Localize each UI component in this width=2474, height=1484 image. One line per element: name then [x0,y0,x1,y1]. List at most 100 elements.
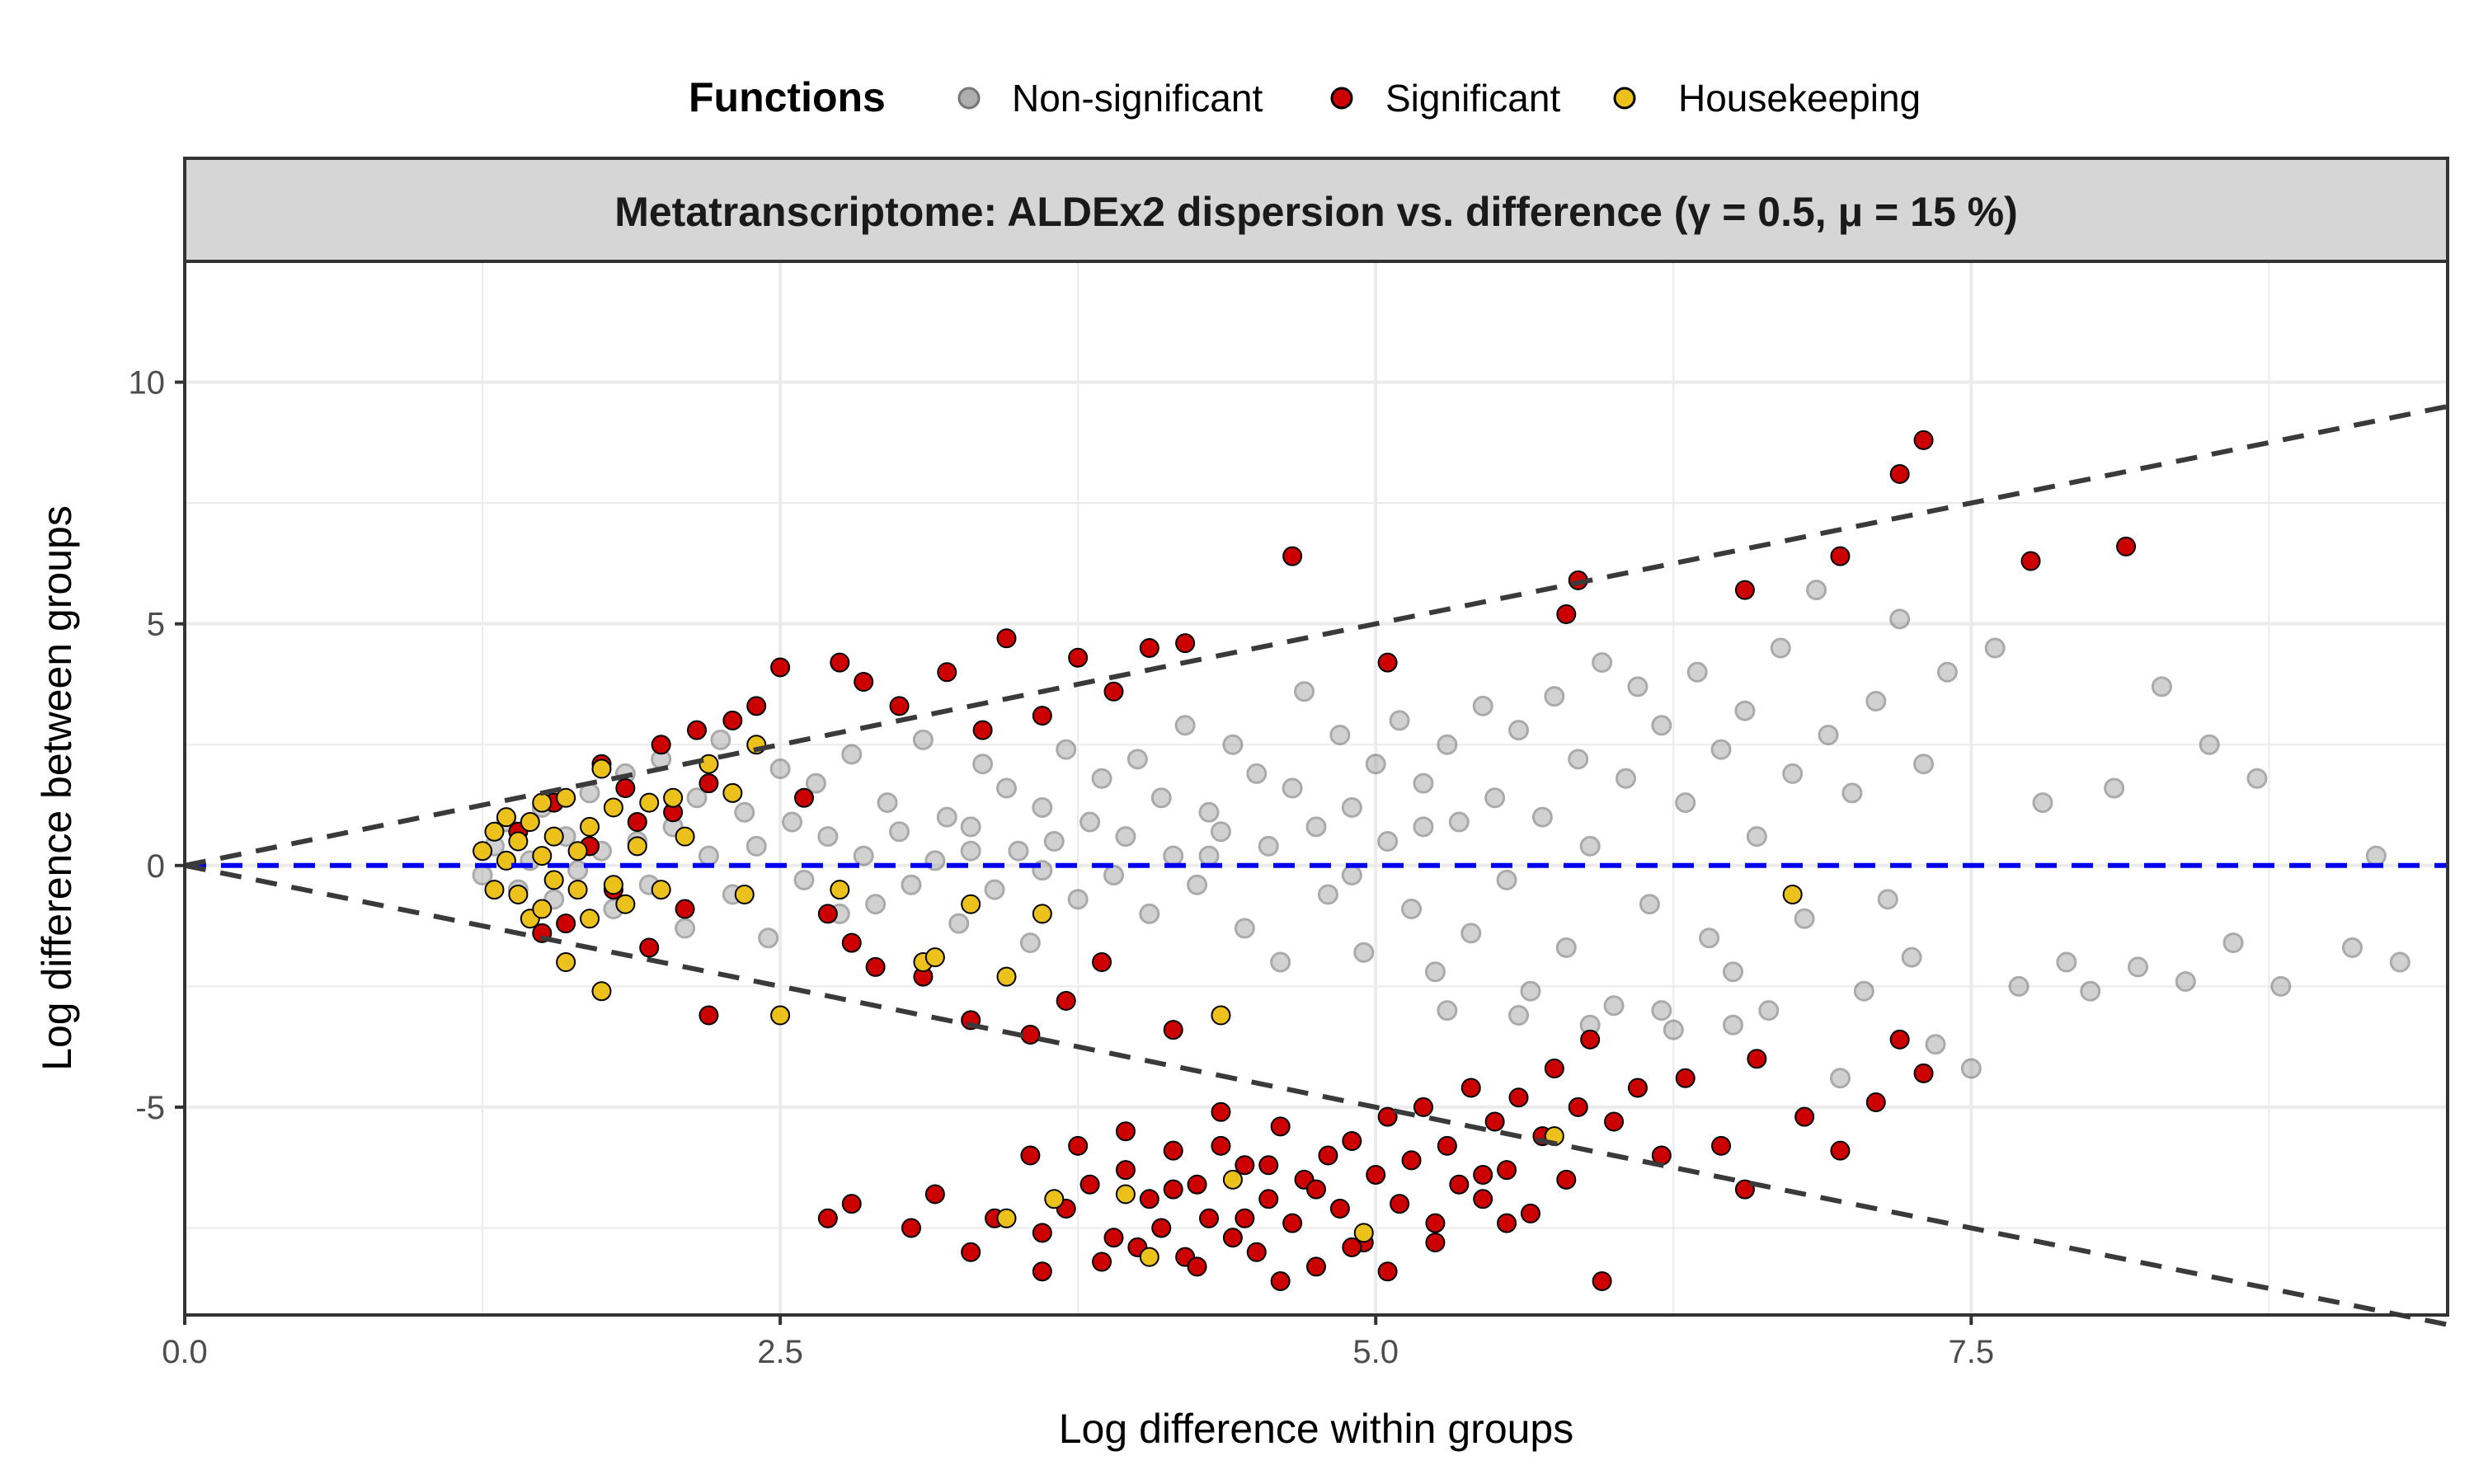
data-point-non-significant [1150,787,1172,809]
y-tick-label: 10 [129,365,166,402]
data-point-non-significant [782,811,803,833]
data-point-significant [1556,603,1577,624]
data-point-housekeeping [627,836,647,857]
data-point-non-significant [972,754,994,775]
data-point-non-significant [1818,725,1839,746]
data-point-non-significant [1686,661,1708,683]
data-point-non-significant [1758,1000,1780,1021]
data-point-non-significant [1770,637,1791,659]
data-point-non-significant [1198,801,1220,823]
data-point-significant [1544,1059,1564,1079]
data-point-non-significant [901,874,922,895]
data-point-significant [698,773,719,794]
data-point-significant [1032,706,1052,726]
data-point-non-significant [1675,792,1696,814]
data-point-housekeeping [698,754,719,774]
data-point-non-significant [1329,725,1351,746]
data-point-significant [889,696,910,716]
data-point-non-significant [1794,908,1815,929]
data-point-non-significant [745,835,767,857]
data-point-significant [746,696,767,716]
y-tick-label: -5 [135,1090,165,1126]
data-point-significant [1175,633,1196,654]
data-point-non-significant [960,840,981,862]
data-point-non-significant [1341,865,1362,886]
data-point-non-significant [1460,923,1482,944]
data-point-non-significant [841,744,863,765]
data-point-significant [1306,1179,1326,1200]
data-point-significant [1139,637,1159,658]
data-point-significant [1794,1106,1815,1127]
data-point-housekeeping [484,821,505,842]
data-point-non-significant [1282,777,1303,799]
data-point-housekeeping [496,850,516,871]
data-point-non-significant [1913,754,1935,775]
data-point-non-significant [1484,787,1506,809]
data-point-significant [924,1184,945,1205]
data-point-housekeeping [770,1005,791,1026]
data-point-non-significant [1639,894,1660,915]
data-point-non-significant [1722,1014,1743,1036]
y-tick-label: 5 [147,607,165,643]
data-point-significant [1222,1228,1243,1248]
data-point-significant [1199,1208,1220,1228]
series-housekeeping [473,735,1803,1267]
legend-key-housekeeping [1613,87,1636,110]
y-tick-label: 0 [147,848,165,885]
data-point-non-significant [1198,845,1220,866]
data-point-non-significant [2128,956,2149,978]
data-point-significant [1187,1256,1207,1277]
data-point-non-significant [769,758,791,780]
data-point-non-significant [1627,676,1649,697]
data-point-non-significant [948,913,970,934]
data-point-non-significant [1603,995,1625,1017]
data-point-non-significant [805,773,826,794]
data-point-non-significant [1579,835,1601,857]
x-tick-label: 0.0 [162,1334,208,1370]
data-point-non-significant [1651,715,1672,736]
data-point-significant [1592,1270,1612,1291]
data-point-non-significant [734,801,755,823]
data-point-significant [770,657,791,678]
data-point-non-significant [1424,961,1446,983]
data-point-significant [1329,1199,1350,1219]
data-point-housekeeping [484,880,505,900]
data-point-housekeeping [1222,1169,1243,1190]
data-point-significant [722,710,743,730]
data-point-non-significant [865,894,887,915]
data-point-significant [1568,1097,1588,1117]
data-point-non-significant [1115,826,1136,848]
data-point-housekeeping [567,880,588,900]
data-point-significant [1032,1223,1052,1243]
data-point-significant [1580,1029,1601,1050]
data-point-significant [1865,1092,1886,1113]
data-point-non-significant [1925,1034,1946,1055]
data-point-significant [830,652,850,673]
data-point-non-significant [1210,821,1231,843]
data-point-non-significant [1936,661,1958,683]
data-point-significant [1889,1029,1910,1050]
data-point-non-significant [1734,700,1756,721]
data-point-housekeeping [722,782,743,803]
data-points [472,430,2411,1291]
data-point-non-significant [2222,932,2244,954]
data-point-housekeeping [615,894,636,914]
data-point-significant [1390,1194,1410,1214]
reference-lines [184,403,2448,1327]
data-point-housekeeping [532,846,553,866]
data-point-non-significant [1413,816,1434,838]
data-point-non-significant [1568,749,1589,770]
data-point-significant [687,720,708,740]
legend-label-non-significant: Non-significant [1012,77,1263,120]
data-point-significant [1913,1063,1934,1083]
data-point-significant [1163,1140,1183,1161]
legend-key-non-significant [957,87,981,110]
plot-panel-background [185,261,2448,1315]
data-point-significant [1318,1145,1338,1166]
data-point-housekeeping [675,826,695,847]
facet-strip: Metatranscriptome: ALDEx2 dispersion vs.… [183,157,2449,263]
data-point-non-significant [1829,1068,1851,1089]
data-point-non-significant [1056,739,1077,760]
data-point-non-significant [1472,695,1493,716]
data-point-housekeeping [556,952,576,973]
